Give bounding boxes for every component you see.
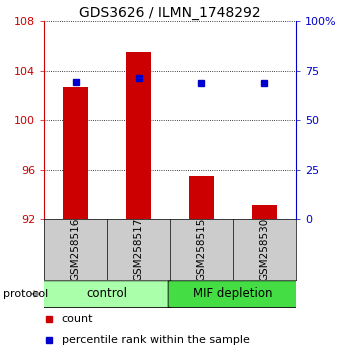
Text: GSM258516: GSM258516 bbox=[71, 218, 81, 281]
Title: GDS3626 / ILMN_1748292: GDS3626 / ILMN_1748292 bbox=[79, 6, 261, 20]
Text: percentile rank within the sample: percentile rank within the sample bbox=[62, 335, 250, 345]
Text: control: control bbox=[87, 287, 128, 300]
Bar bbox=[189, 176, 214, 219]
FancyBboxPatch shape bbox=[42, 281, 172, 307]
FancyBboxPatch shape bbox=[168, 281, 298, 307]
Text: protocol: protocol bbox=[3, 289, 49, 299]
Text: GSM258517: GSM258517 bbox=[134, 218, 143, 281]
Bar bbox=[252, 205, 277, 219]
Bar bbox=[126, 52, 151, 219]
Text: MIF depletion: MIF depletion bbox=[193, 287, 273, 300]
Text: count: count bbox=[62, 314, 93, 324]
Bar bbox=[63, 87, 88, 219]
Text: GSM258530: GSM258530 bbox=[259, 218, 269, 281]
Text: GSM258515: GSM258515 bbox=[197, 218, 206, 281]
